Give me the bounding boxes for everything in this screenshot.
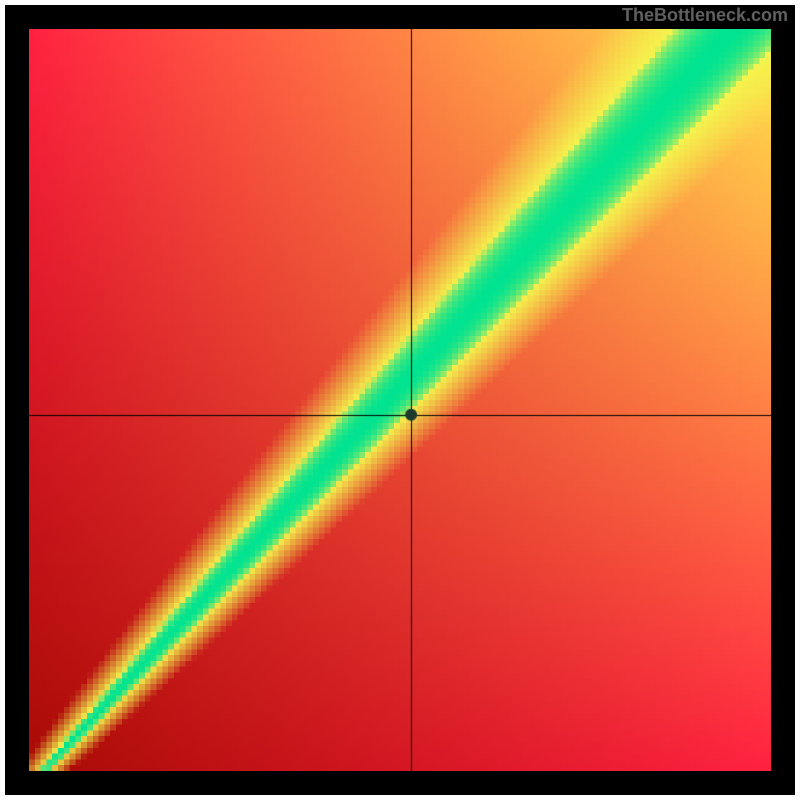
chart-container: TheBottleneck.com xyxy=(0,0,800,800)
heatmap xyxy=(5,5,795,795)
crosshair-overlay xyxy=(29,29,771,771)
attribution-text: TheBottleneck.com xyxy=(622,5,788,26)
